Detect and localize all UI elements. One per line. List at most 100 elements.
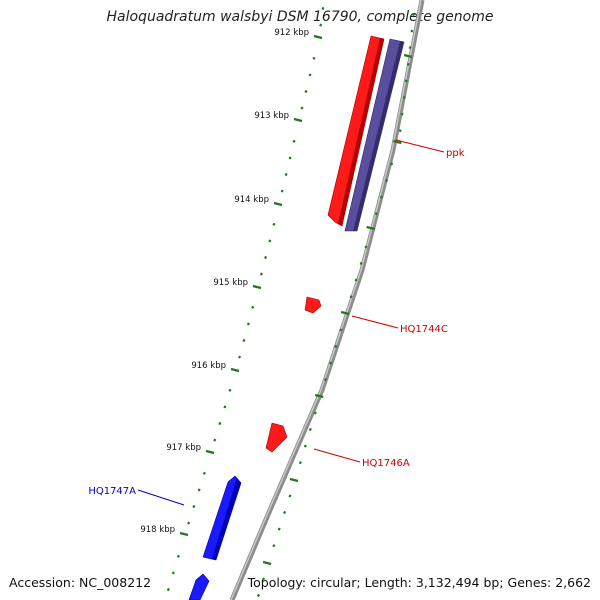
outer-minor-tick xyxy=(390,162,394,166)
outer-major-tick xyxy=(262,560,272,566)
inner-minor-tick xyxy=(192,504,196,509)
outer-minor-tick xyxy=(288,494,292,498)
blue-gene-lower[interactable] xyxy=(188,573,210,600)
outer-minor-tick xyxy=(277,527,281,531)
inner-scale-ticks xyxy=(166,6,325,592)
outer-minor-tick xyxy=(374,212,378,216)
scale-label: 916 kbp xyxy=(191,361,226,371)
hq1744c-gene[interactable] xyxy=(304,296,322,314)
scale-label: 918 kbp xyxy=(140,525,175,535)
outer-minor-tick xyxy=(364,245,368,249)
scale-label: 917 kbp xyxy=(166,443,201,453)
outer-minor-tick xyxy=(313,411,317,415)
inner-minor-tick xyxy=(187,521,191,525)
accession-text: Accession: NC_008212 xyxy=(9,575,152,590)
outer-minor-tick xyxy=(412,12,416,17)
inner-major-tick xyxy=(230,367,240,373)
inner-minor-tick xyxy=(213,438,217,442)
inner-minor-tick xyxy=(223,405,227,409)
outer-minor-tick xyxy=(408,46,412,50)
outer-major-tick xyxy=(289,477,299,483)
inner-minor-tick xyxy=(321,6,325,11)
inner-major-tick xyxy=(252,284,262,290)
inner-minor-tick xyxy=(319,23,323,27)
scale-label: 915 kbp xyxy=(213,278,248,288)
inner-minor-tick xyxy=(202,471,206,475)
outer-minor-tick xyxy=(385,178,389,183)
outer-minor-tick xyxy=(339,328,343,332)
inner-minor-tick xyxy=(218,421,222,426)
scale-label: 912 kbp xyxy=(274,28,309,38)
inner-major-tick xyxy=(293,117,303,123)
genome-summary-text: Topology: circular; Length: 3,132,494 bp… xyxy=(247,575,591,590)
outer-minor-tick xyxy=(400,112,404,116)
outer-minor-tick xyxy=(303,444,307,448)
inner-minor-tick xyxy=(197,488,201,492)
outer-minor-tick xyxy=(349,295,353,299)
inner-minor-tick xyxy=(251,305,255,309)
hq1747a-leader-line xyxy=(137,489,185,506)
outer-minor-tick xyxy=(283,510,287,515)
outer-scale-ticks xyxy=(256,12,416,598)
inner-minor-tick xyxy=(284,172,288,177)
inner-minor-tick xyxy=(288,156,292,160)
outer-minor-tick xyxy=(308,427,312,432)
outer-major-tick xyxy=(314,393,324,399)
inner-minor-tick xyxy=(304,89,308,94)
inner-minor-tick xyxy=(312,56,316,60)
outer-major-tick xyxy=(393,139,402,145)
outer-minor-tick xyxy=(298,461,302,465)
outer-minor-tick xyxy=(323,378,328,382)
inner-minor-tick xyxy=(246,322,250,326)
inner-minor-tick xyxy=(280,189,284,193)
outer-minor-tick xyxy=(406,62,410,66)
inner-major-tick xyxy=(179,531,189,537)
inner-minor-tick xyxy=(166,587,170,592)
outer-minor-tick xyxy=(272,544,276,548)
gene-label-hq1746a[interactable]: HQ1746A xyxy=(362,458,410,469)
ppk-leader-line xyxy=(395,139,445,153)
inner-minor-tick xyxy=(292,139,296,143)
outer-minor-tick xyxy=(404,79,408,83)
outer-minor-tick xyxy=(410,29,414,33)
outer-minor-tick xyxy=(398,129,402,133)
outer-minor-tick xyxy=(334,344,338,349)
inner-minor-tick xyxy=(242,338,246,343)
inner-minor-tick xyxy=(176,554,180,558)
genome-backbone xyxy=(229,0,425,600)
gene-label-hq1744c[interactable]: HQ1744C xyxy=(400,324,448,335)
outer-minor-tick xyxy=(359,261,363,266)
inner-major-tick xyxy=(273,201,283,207)
inner-minor-tick xyxy=(300,106,304,110)
hq1747a-gene-shade xyxy=(212,478,241,560)
hq1746a-leader-line xyxy=(313,448,361,463)
genome-backbone-highlight xyxy=(230,0,422,600)
gene-label-hq1747a[interactable]: HQ1747A xyxy=(88,486,136,497)
gene-label-ppk[interactable]: ppk xyxy=(446,148,465,159)
outer-minor-tick xyxy=(402,95,406,100)
scale-label: 913 kbp xyxy=(254,111,289,121)
inner-major-tick xyxy=(205,449,215,455)
map-title: Haloquadratum walsbyi DSM 16790, complet… xyxy=(106,9,494,25)
inner-minor-tick xyxy=(228,388,232,392)
hq1746a-gene[interactable] xyxy=(265,422,288,453)
inner-minor-tick xyxy=(264,255,268,260)
inner-major-tick xyxy=(313,34,323,40)
inner-minor-tick xyxy=(259,272,263,276)
outer-major-tick xyxy=(366,225,375,231)
ppk-gene-forward-shade xyxy=(338,38,384,226)
outer-minor-tick xyxy=(354,278,358,282)
outer-minor-tick xyxy=(329,361,333,365)
ppk-gene-reverse-shade xyxy=(353,41,404,231)
inner-minor-tick xyxy=(171,571,175,575)
inner-minor-tick xyxy=(268,239,272,243)
inner-minor-tick xyxy=(238,355,242,359)
inner-minor-tick xyxy=(272,222,276,226)
hq1744c-leader-line xyxy=(351,315,399,329)
outer-minor-tick xyxy=(261,577,266,581)
scale-labels: 912 kbp 913 kbp 914 kbp 915 kbp 916 kbp 917 k… xyxy=(140,28,309,535)
outer-minor-tick xyxy=(379,195,383,199)
outer-major-tick xyxy=(340,310,350,316)
outer-major-tick xyxy=(403,53,413,59)
